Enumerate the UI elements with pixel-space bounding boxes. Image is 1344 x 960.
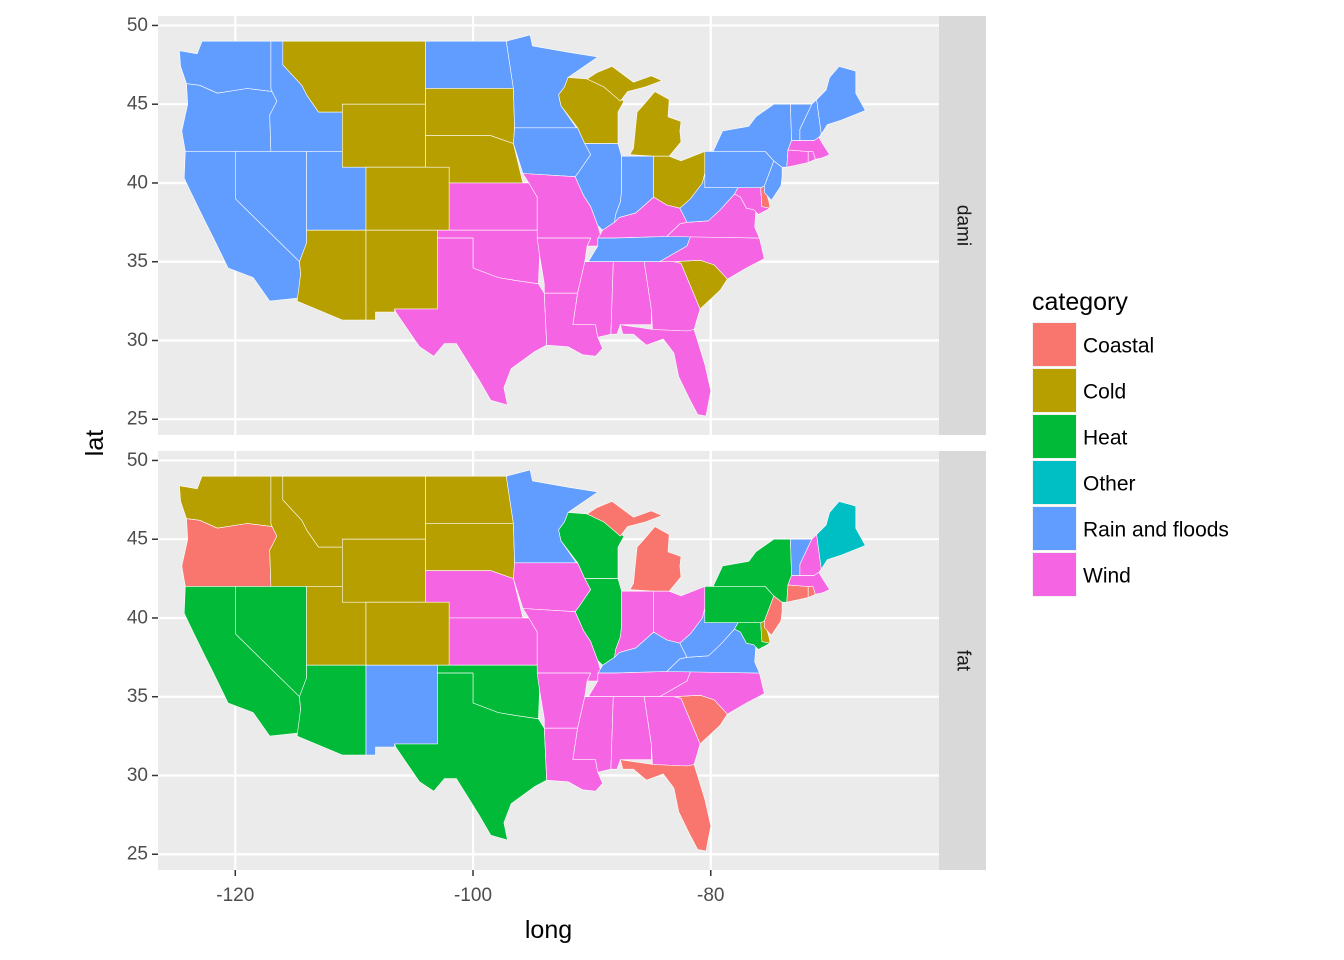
state-nd-fat [425, 475, 514, 524]
state-fl-dami [620, 324, 712, 417]
legend-swatch [1033, 507, 1076, 550]
facet-strip-label: fat [952, 650, 973, 672]
x-tick-label: -80 [697, 885, 724, 906]
y-tick-label: 50 [127, 15, 148, 36]
state-mi-dami [629, 91, 682, 157]
y-tick-label: 40 [127, 607, 148, 628]
state-wy-dami [341, 103, 426, 168]
state-fl-fat [620, 759, 712, 852]
state-wy-fat [341, 538, 426, 603]
facet-strip-dami: dami [939, 16, 986, 435]
state-pa-dami [704, 151, 775, 188]
legend-label: Cold [1083, 381, 1126, 404]
y-tick-label: 45 [127, 529, 148, 550]
state-al-fat [610, 696, 652, 770]
state-nc-fat [659, 671, 765, 715]
x-tick-label: -120 [216, 885, 254, 906]
y-tick-label: 45 [127, 94, 148, 115]
legend-item-other: Other [1032, 460, 1136, 505]
state-mi-upper-dami [586, 66, 663, 102]
legend-swatch [1033, 415, 1076, 458]
x-axis-title: long [525, 916, 572, 944]
facet-strip-fat: fat [939, 451, 986, 870]
facet-strip-label: dami [952, 205, 973, 246]
state-al-dami [610, 261, 652, 335]
state-or-fat [181, 518, 278, 587]
legend-item-coastal: Coastal [1032, 322, 1154, 367]
state-mi-upper-fat [586, 501, 663, 537]
state-sd-fat [425, 523, 515, 579]
state-ia-fat [513, 562, 592, 613]
facet-panel-fat: fat [158, 451, 986, 870]
y-tick-label: 30 [127, 330, 148, 351]
legend-label: Coastal [1083, 335, 1154, 358]
y-tick-label: 25 [127, 844, 148, 865]
legend-label: Wind [1083, 565, 1131, 588]
state-pa-fat [704, 586, 775, 624]
state-co-fat [365, 601, 450, 666]
facet-panel-dami: dami [158, 16, 986, 435]
legend-swatch [1033, 461, 1076, 504]
state-ks-fat [448, 617, 538, 666]
state-me-fat [816, 501, 866, 570]
y-tick-label: 35 [127, 686, 148, 707]
legend-item-rain-and-floods: Rain and floods [1032, 506, 1229, 551]
legend-label: Heat [1083, 427, 1128, 450]
state-tx-dami [394, 237, 548, 406]
state-nc-dami [659, 236, 765, 280]
state-co-dami [365, 166, 450, 231]
state-or-dami [181, 83, 278, 152]
legend-label: Rain and floods [1083, 519, 1229, 542]
state-ks-dami [448, 182, 538, 231]
legend-title: category [1032, 288, 1128, 316]
legend-item-heat: Heat [1032, 414, 1128, 459]
legend-label: Other [1083, 473, 1136, 496]
state-nm-fat [365, 664, 438, 756]
legend-item-cold: Cold [1032, 368, 1126, 413]
legend-swatch [1033, 323, 1076, 366]
y-axis-title: lat [81, 430, 109, 456]
state-nd-dami [425, 40, 514, 89]
state-nm-dami [365, 229, 438, 321]
state-tx-fat [394, 672, 548, 841]
y-tick-label: 30 [127, 765, 148, 786]
state-sd-dami [425, 88, 515, 144]
state-ms-dami [572, 261, 614, 338]
state-me-dami [816, 66, 866, 135]
state-mi-fat [629, 526, 682, 592]
legend-swatch [1033, 553, 1076, 596]
y-tick-label: 35 [127, 251, 148, 272]
x-tick-label: -100 [454, 885, 492, 906]
y-tick-label: 25 [127, 409, 148, 430]
y-tick-label: 40 [127, 172, 148, 193]
legend-item-wind: Wind [1032, 552, 1131, 597]
y-tick-label: 50 [127, 450, 148, 471]
state-ia-dami [513, 127, 592, 177]
legend-swatch [1033, 369, 1076, 412]
legend: category Coastal Cold Heat Other Rain and flo… [1032, 288, 1229, 597]
state-ms-fat [572, 696, 614, 773]
